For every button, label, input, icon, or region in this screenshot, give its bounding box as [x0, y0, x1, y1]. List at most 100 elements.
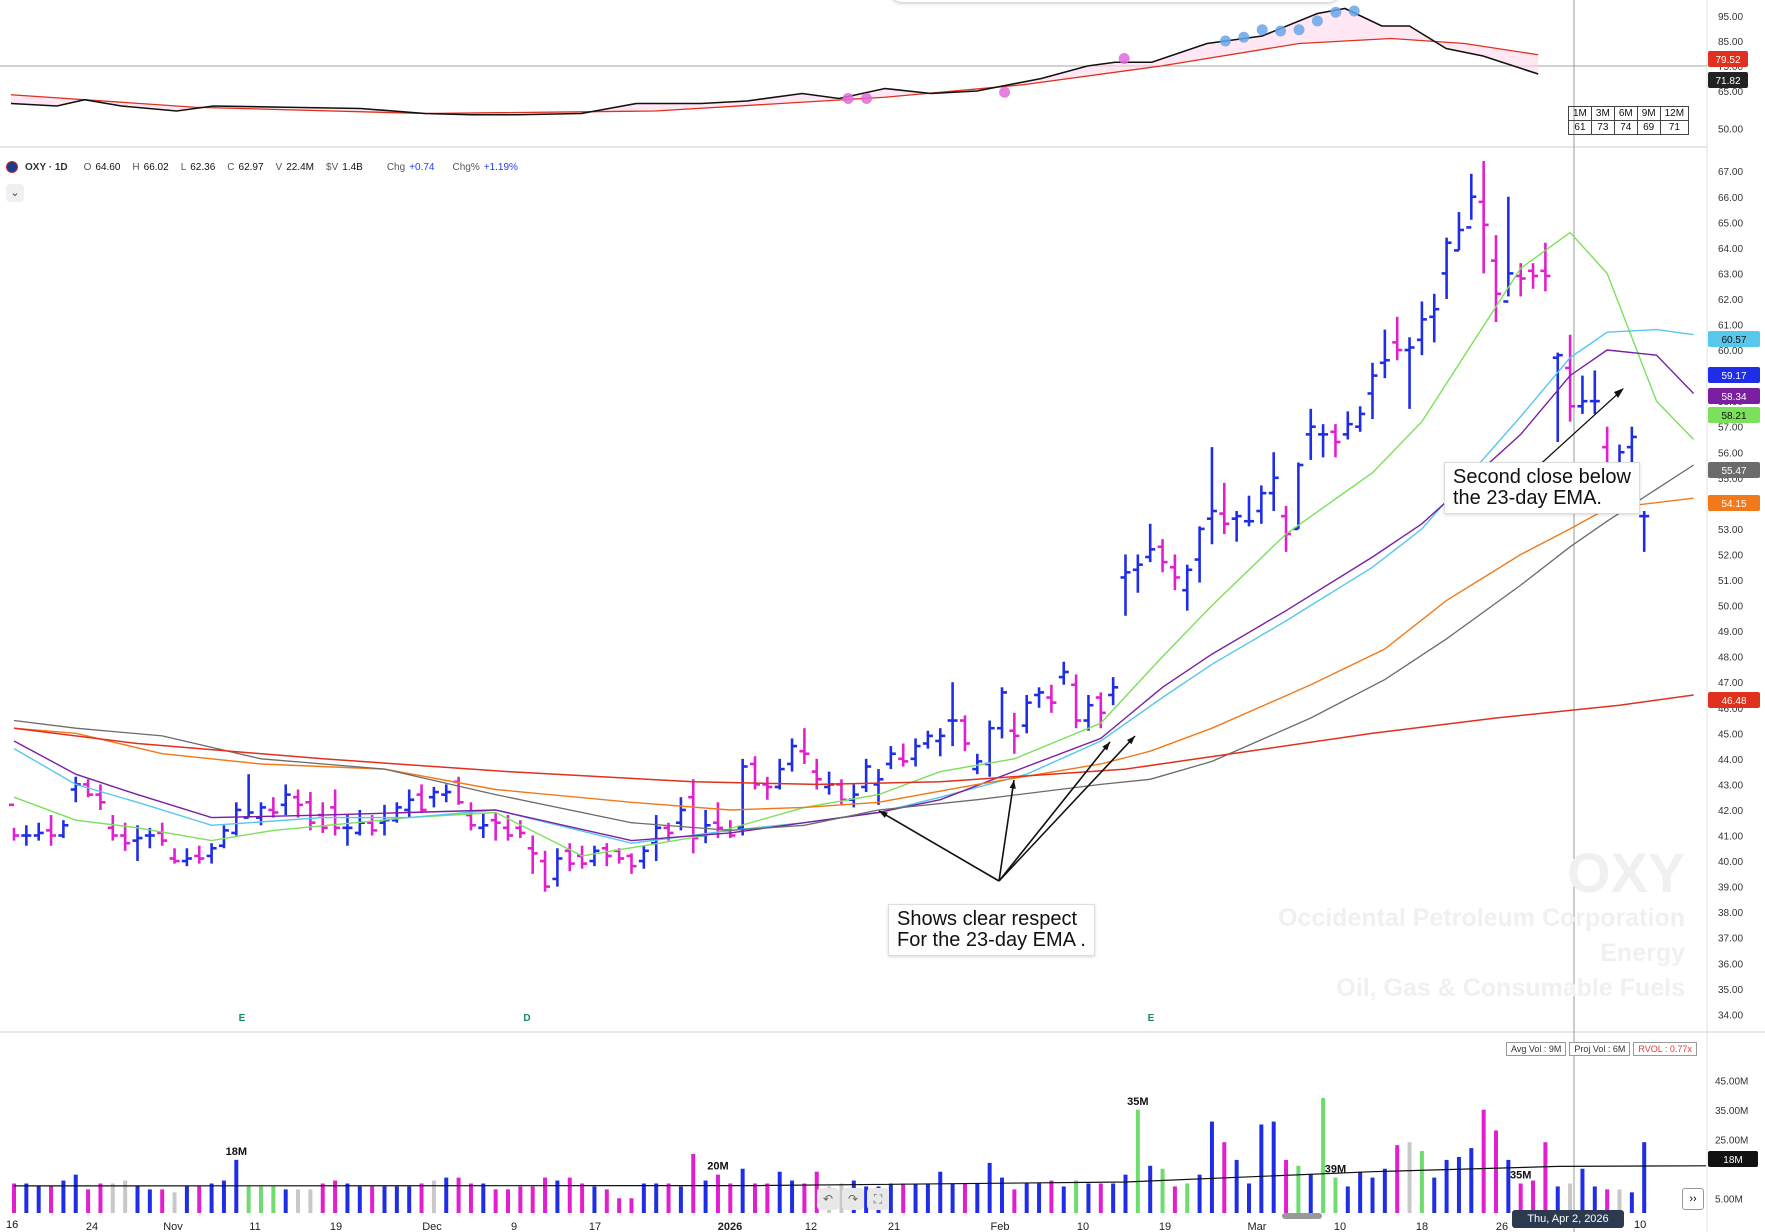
volume-bar: [567, 1177, 572, 1213]
volume-bar: [1308, 1174, 1313, 1213]
price-tick-label: 45.00: [1718, 729, 1743, 740]
volume-bar: [197, 1186, 202, 1213]
price-tick-label: 48.00: [1718, 653, 1743, 664]
volume-bar: [431, 1180, 436, 1213]
volume-bar: [296, 1189, 301, 1213]
ohlc-legend: OXY · 1D O 64.60 H 66.02 L 62.36 C 62.97 V 22…: [6, 158, 518, 176]
price-tag: [1708, 407, 1760, 423]
volume-bar: [86, 1189, 91, 1213]
volume-bar: [506, 1189, 510, 1213]
price-tick-label: 44.00: [1718, 755, 1743, 766]
volume-bar: [1444, 1159, 1449, 1213]
annotation-arrow: [998, 779, 1015, 882]
ma-line-ema23: [13, 349, 1695, 842]
time-tick-label: Dec: [422, 1221, 442, 1232]
time-tick-label: 18: [1416, 1221, 1428, 1232]
price-tick-label: 36.00: [1718, 959, 1743, 970]
volume-bar: [1061, 1186, 1066, 1213]
rs-new-high-dot: [999, 86, 1011, 98]
price-tick-label: 55.00: [1718, 474, 1743, 485]
rs-tick-label: 95.00: [1718, 12, 1743, 23]
rs-period-6m: 6M: [1613, 106, 1638, 121]
fullscreen-icon[interactable]: ⛶: [867, 1188, 889, 1210]
volume-bar: [1481, 1109, 1486, 1213]
watermark-company: Occidental Petroleum Corporation: [1277, 904, 1685, 932]
volume-bar: [1284, 1159, 1289, 1213]
crosshair-date: Thu, Apr 2, 2026: [1512, 1210, 1624, 1228]
price-tick-label: 40.00: [1718, 857, 1743, 868]
volume-bar: [1345, 1186, 1350, 1213]
avg-volume: Avg Vol : 9M: [1506, 1042, 1567, 1056]
volume-bar: [1197, 1174, 1202, 1213]
time-scroll-handle[interactable]: [1282, 1213, 1322, 1219]
change-label: Chg: [386, 161, 406, 173]
change-value: +0.74: [409, 161, 435, 173]
price-tag: [1708, 692, 1760, 708]
ma-line-ema65: [13, 464, 1694, 832]
volume-bar: [1259, 1124, 1264, 1213]
price-tick-label: 35.00: [1718, 985, 1743, 996]
volume-bar: [1494, 1130, 1498, 1213]
annotation-arrowhead: [879, 811, 888, 818]
price-tag: [1708, 462, 1760, 478]
volume-tag-label: 18M: [1723, 1155, 1742, 1166]
volume-bar: [407, 1186, 412, 1213]
volume-bar: [1629, 1192, 1634, 1213]
annotation-arrow: [1533, 389, 1623, 471]
volume-bar: [1111, 1183, 1116, 1213]
volume-bar: [1209, 1121, 1214, 1213]
volume-bar: [925, 1183, 930, 1213]
volume-bar: [715, 1174, 720, 1213]
volume-bar: [1469, 1148, 1474, 1213]
rs-periods-row: 1M 3M 6M 9M 12M: [1568, 106, 1690, 121]
redo-icon[interactable]: ↷: [842, 1188, 864, 1210]
volume-bar: [765, 1183, 770, 1213]
price-tick-label: 52.00: [1718, 550, 1743, 561]
high-label: H: [132, 161, 140, 173]
symbol-interval[interactable]: OXY · 1D: [25, 161, 68, 173]
time-tick-label: 19: [330, 1221, 342, 1232]
volume-bar: [1172, 1186, 1177, 1213]
volume-bar: [1160, 1168, 1165, 1213]
change-pct-label: Chg%: [452, 161, 480, 173]
volume-bar: [666, 1183, 671, 1213]
annotation-respect[interactable]: Shows clear respect For the 23-day EMA .: [888, 904, 1095, 956]
volume-bar: [629, 1198, 634, 1213]
chevron-down-icon[interactable]: ⌄: [6, 184, 24, 202]
rs-tick-label: 50.00: [1718, 125, 1743, 136]
undo-icon[interactable]: ↶: [817, 1188, 839, 1210]
time-tick-label: Mar: [1248, 1221, 1267, 1232]
price-tick-label: 38.00: [1718, 908, 1743, 919]
rs-period-1m: 1M: [1568, 106, 1592, 121]
rs-new-high-dot: [1219, 35, 1231, 47]
annotation-second-close[interactable]: Second close below the 23-day EMA.: [1444, 462, 1640, 514]
volume-bar: [1185, 1183, 1190, 1213]
rs-new-high-dot: [1311, 15, 1323, 27]
price-tag-label: 54.15: [1721, 499, 1746, 510]
volume-bar: [962, 1183, 967, 1213]
price-tick-label: 39.00: [1718, 883, 1743, 894]
volume-bar: [814, 1171, 819, 1213]
price-tick-label: 46.00: [1718, 704, 1743, 715]
volume-value: 22.4M: [286, 161, 315, 173]
annotation-arrowhead: [1614, 388, 1624, 398]
volume-bar: [61, 1180, 66, 1213]
double-chevron-right-icon[interactable]: ››: [1682, 1188, 1704, 1210]
volume-bar: [1419, 1151, 1424, 1213]
earnings-marker: E: [239, 1013, 246, 1024]
volume-bar: [777, 1171, 782, 1213]
rs-value-9m: 69: [1636, 120, 1661, 135]
rs-value-1m: 61: [1568, 120, 1592, 135]
volume-bar: [518, 1186, 523, 1213]
annotation-arrowhead: [1102, 742, 1110, 751]
ma-line-sma200: [13, 694, 1694, 786]
volume-bar: [1358, 1171, 1363, 1213]
earnings-marker: D: [523, 1013, 530, 1024]
change-pct-value: +1.19%: [483, 161, 518, 173]
time-tick-label: 17: [589, 1221, 601, 1232]
price-tick-label: 37.00: [1718, 934, 1743, 945]
volume-bar: [493, 1189, 498, 1213]
volume-bar: [1605, 1189, 1610, 1213]
volume-tick-label: 5.00M: [1715, 1194, 1743, 1205]
